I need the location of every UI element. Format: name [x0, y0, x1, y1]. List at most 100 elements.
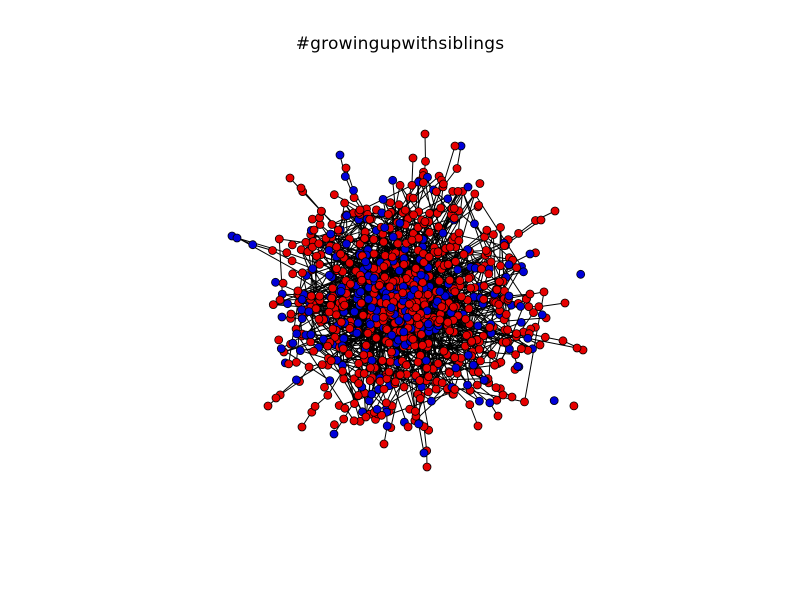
graph-node-red — [263, 401, 273, 411]
graph-node-red — [514, 228, 523, 238]
graph-node-red — [350, 399, 359, 409]
graph-node-red — [418, 278, 428, 287]
graph-node-blue — [386, 303, 396, 313]
graph-node-red — [465, 400, 475, 410]
graph-node-red — [415, 394, 425, 404]
graph-node-red — [558, 336, 568, 346]
graph-edge — [442, 145, 456, 185]
graph-node-red — [443, 317, 453, 327]
graph-node-red — [387, 347, 396, 357]
graph-node-blue — [525, 249, 535, 259]
graph-node-red — [443, 259, 453, 269]
graph-node-red — [454, 228, 464, 238]
graph-node-blue — [336, 286, 346, 296]
graph-node-red — [452, 164, 462, 173]
graph-node-red — [278, 278, 288, 288]
graph-node-blue — [353, 318, 363, 328]
graph-node-blue — [371, 313, 381, 323]
graph-node-red — [365, 376, 375, 386]
graph-node-red — [399, 260, 409, 269]
graph-node-red — [286, 309, 296, 319]
graph-node-red — [398, 288, 408, 298]
graph-node-blue — [423, 319, 433, 329]
figure-title: #growingupwithsiblings — [295, 34, 505, 54]
graph-node-red — [323, 341, 333, 351]
graph-node-red — [507, 392, 517, 402]
graph-node-blue — [419, 448, 429, 458]
graph-node-blue — [349, 185, 358, 195]
graph-node-red — [338, 366, 347, 376]
graph-node-blue — [325, 376, 335, 386]
graph-node-red — [394, 200, 404, 210]
graph-node-red — [355, 205, 365, 215]
graph-node-red — [475, 179, 485, 188]
graph-node-red — [464, 273, 474, 283]
graph-node-red — [470, 189, 480, 199]
graph-node-red — [381, 398, 391, 408]
graph-node-red — [461, 314, 471, 324]
graph-node-blue — [324, 246, 334, 255]
graph-node-red — [346, 279, 355, 289]
graph-node-red — [341, 163, 351, 173]
graph-node-blue — [516, 317, 526, 327]
graph-node-red — [274, 234, 284, 244]
graph-node-red — [297, 422, 307, 432]
graph-node-blue — [297, 295, 307, 304]
graph-node-red — [363, 328, 373, 338]
graph-node-blue — [329, 429, 339, 439]
graph-node-red — [438, 179, 448, 189]
graph-node-red — [359, 350, 369, 360]
graph-node-red — [379, 262, 389, 272]
graph-node-red — [268, 300, 278, 310]
graph-node-blue — [342, 239, 351, 249]
graph-node-blue — [394, 316, 404, 326]
graph-node-red — [327, 220, 337, 229]
graph-node-red — [336, 317, 346, 327]
graph-node-red — [401, 360, 411, 370]
graph-node-blue — [340, 172, 350, 181]
graph-node-blue — [504, 291, 514, 301]
graph-node-red — [360, 234, 370, 243]
graph-node-red — [387, 252, 397, 262]
graph-node-blue — [399, 327, 409, 337]
graph-node-blue — [324, 270, 334, 280]
graph-node-red — [474, 200, 484, 210]
graph-node-blue — [382, 421, 392, 431]
graph-node-red — [400, 205, 410, 215]
graph-node-red — [534, 302, 544, 312]
graph-node-red — [421, 156, 430, 166]
graph-node-red — [449, 213, 459, 223]
graph-node-red — [380, 272, 390, 282]
graph-node-red — [450, 384, 460, 394]
graph-node-red — [539, 287, 549, 297]
graph-node-red — [414, 290, 423, 300]
graph-node-red — [433, 247, 443, 257]
graph-node-red — [327, 293, 337, 303]
graph-node-red — [365, 363, 375, 373]
graph-node-blue — [367, 303, 376, 313]
graph-node-blue — [435, 286, 445, 296]
graph-node-red — [340, 198, 350, 208]
graph-node-blue — [388, 175, 398, 185]
graph-node-red — [436, 203, 446, 213]
graph-node-red — [399, 382, 409, 392]
graph-node-red — [437, 302, 447, 312]
graph-node-red — [420, 217, 430, 227]
graph-node-red — [424, 372, 434, 382]
graph-node-red — [411, 263, 421, 273]
graph-node-red — [393, 239, 403, 249]
graph-edge — [455, 193, 476, 262]
graph-node-red — [415, 376, 425, 385]
graph-node-red — [434, 222, 443, 232]
graph-node-red — [413, 357, 423, 367]
graph-node-red — [516, 344, 526, 354]
graph-node-red — [331, 310, 341, 320]
graph-node-blue — [470, 219, 479, 229]
graph-node-blue — [369, 273, 379, 283]
graph-node-red — [315, 259, 325, 269]
graph-node-red — [409, 210, 419, 220]
graph-node-red — [488, 230, 498, 240]
graph-node-red — [407, 235, 417, 245]
graph-node-red — [501, 309, 511, 319]
